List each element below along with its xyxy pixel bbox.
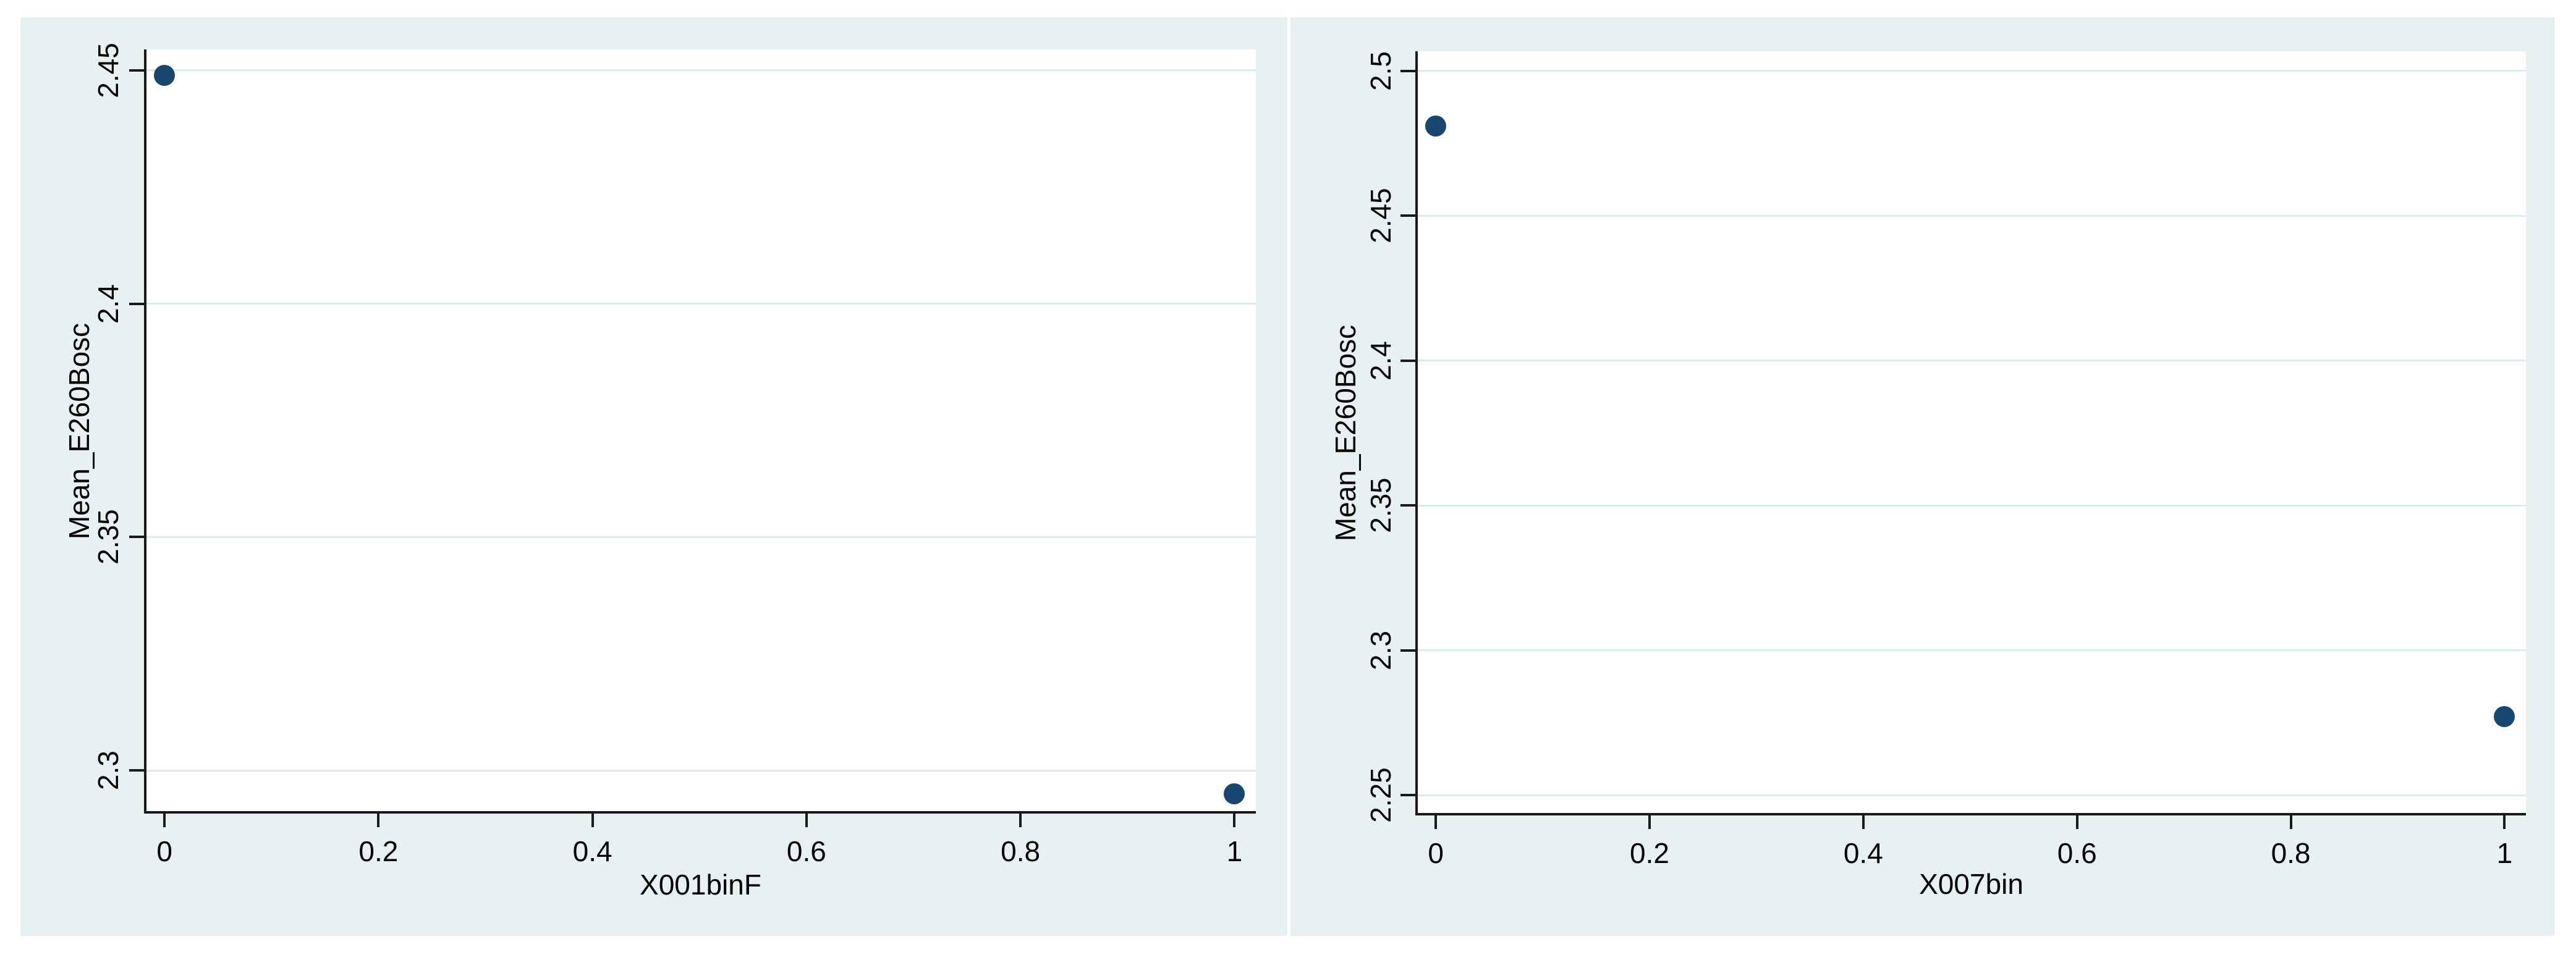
x-tick: [1434, 815, 1438, 829]
x-tick-label: 1: [2496, 837, 2513, 869]
chart-panel-right: 0 0.2 0.4 0.6 0.8 1 X007bin 2.25 2.3 2.35 2.4 2.4…: [1290, 17, 2554, 936]
gridline: [1417, 504, 2526, 507]
x-tick-label: 0.8: [1001, 835, 1041, 867]
y-tick-label: 2.5: [1365, 51, 1397, 91]
x-tick-label: 0.2: [358, 835, 399, 867]
y-tick: [1400, 794, 1415, 797]
x-tick-label: 0.4: [1843, 837, 1883, 869]
x-tick: [2503, 815, 2506, 829]
data-points-layer: [1417, 51, 2526, 814]
x-tick-label: 0.6: [2057, 837, 2097, 869]
chart-panel-left: 0 0.2 0.4 0.6 0.8 1 X001binF 2.3 2.35 2.4 2.45 M…: [20, 17, 1287, 936]
x-axis-line: [144, 811, 1256, 814]
plot-area-left: 0 0.2 0.4 0.6 0.8 1 X001binF: [129, 49, 1256, 899]
x-tick-label: 0.4: [572, 835, 612, 867]
gridline: [1417, 649, 2526, 652]
y-tick-label: 2.35: [92, 509, 124, 565]
gridline: [145, 769, 1256, 772]
y-tick-label: 2.25: [1365, 767, 1397, 823]
gridline: [145, 536, 1256, 538]
y-tick-label: 2.3: [92, 751, 124, 790]
x-tick: [1648, 815, 1651, 829]
gridline: [145, 69, 1256, 72]
gridlines-layer: [145, 49, 1256, 812]
gridline: [1417, 794, 2526, 796]
data-point: [1224, 783, 1245, 804]
plot-area-right: 0 0.2 0.4 0.6 0.8 1 X007bin: [1400, 51, 2526, 898]
y-tick: [1400, 649, 1415, 652]
y-tick-label: 2.35: [1365, 478, 1397, 533]
x-tick-label: 0.6: [786, 835, 826, 867]
axis-ticks-layer: [1400, 51, 2526, 829]
data-point: [154, 64, 176, 86]
y-tick: [129, 536, 144, 539]
x-tick-labels: 0 0.2 0.4 0.6 0.8 1: [1417, 51, 2526, 867]
y-tick-label: 2.4: [1365, 340, 1397, 381]
x-tick-label: 0.8: [2271, 837, 2311, 869]
y-tick-label: 2.4: [92, 284, 124, 324]
x-tick: [2075, 815, 2078, 829]
x-tick-label: 0.2: [1630, 837, 1669, 869]
x-tick: [1862, 815, 1865, 829]
x-tick: [2289, 815, 2292, 829]
axis-ticks-layer: [129, 49, 1256, 827]
gridline: [1417, 70, 2526, 72]
y-tick-label: 2.45: [92, 43, 124, 98]
x-tick: [377, 814, 380, 827]
y-axis-title: Mean_E260Bosc: [1329, 324, 1362, 541]
y-tick-label: 2.45: [1365, 188, 1397, 244]
y-tick-labels: 2.25 2.3 2.35 2.4 2.45 2.5: [1290, 17, 2554, 936]
x-tick: [1233, 814, 1236, 827]
y-tick: [129, 69, 144, 72]
y-tick: [1400, 359, 1415, 362]
y-axis-title: Mean_E260Bosc: [63, 322, 95, 539]
x-tick-labels: 0 0.2 0.4 0.6 0.8 1: [145, 49, 1256, 865]
y-tick: [1400, 214, 1415, 217]
x-tick: [591, 814, 594, 827]
x-tick-label: 0: [1428, 837, 1444, 869]
gridline: [1417, 214, 2526, 217]
gridline: [145, 303, 1256, 305]
x-tick: [1019, 814, 1022, 827]
y-tick: [1400, 504, 1415, 507]
x-axis-title: X001binF: [640, 869, 761, 901]
data-point: [2494, 706, 2515, 728]
y-tick: [129, 769, 144, 772]
x-axis-title: X007bin: [1919, 868, 2023, 900]
y-tick: [129, 302, 144, 305]
y-axis-line: [144, 49, 146, 812]
x-tick-label: 1: [1226, 835, 1243, 867]
y-axis-line: [1415, 51, 1418, 814]
x-tick: [805, 814, 808, 827]
data-points-layer: [145, 49, 1256, 812]
y-tick-label: 2.3: [1365, 630, 1397, 670]
x-tick: [163, 814, 166, 827]
x-tick-label: 0: [156, 835, 172, 867]
y-tick-labels: 2.3 2.35 2.4 2.45: [20, 17, 1287, 936]
gridline: [1417, 360, 2526, 362]
y-tick: [1400, 69, 1415, 72]
gridlines-layer: [1417, 51, 2526, 814]
data-point: [1425, 115, 1447, 137]
x-axis-line: [1415, 813, 2526, 815]
